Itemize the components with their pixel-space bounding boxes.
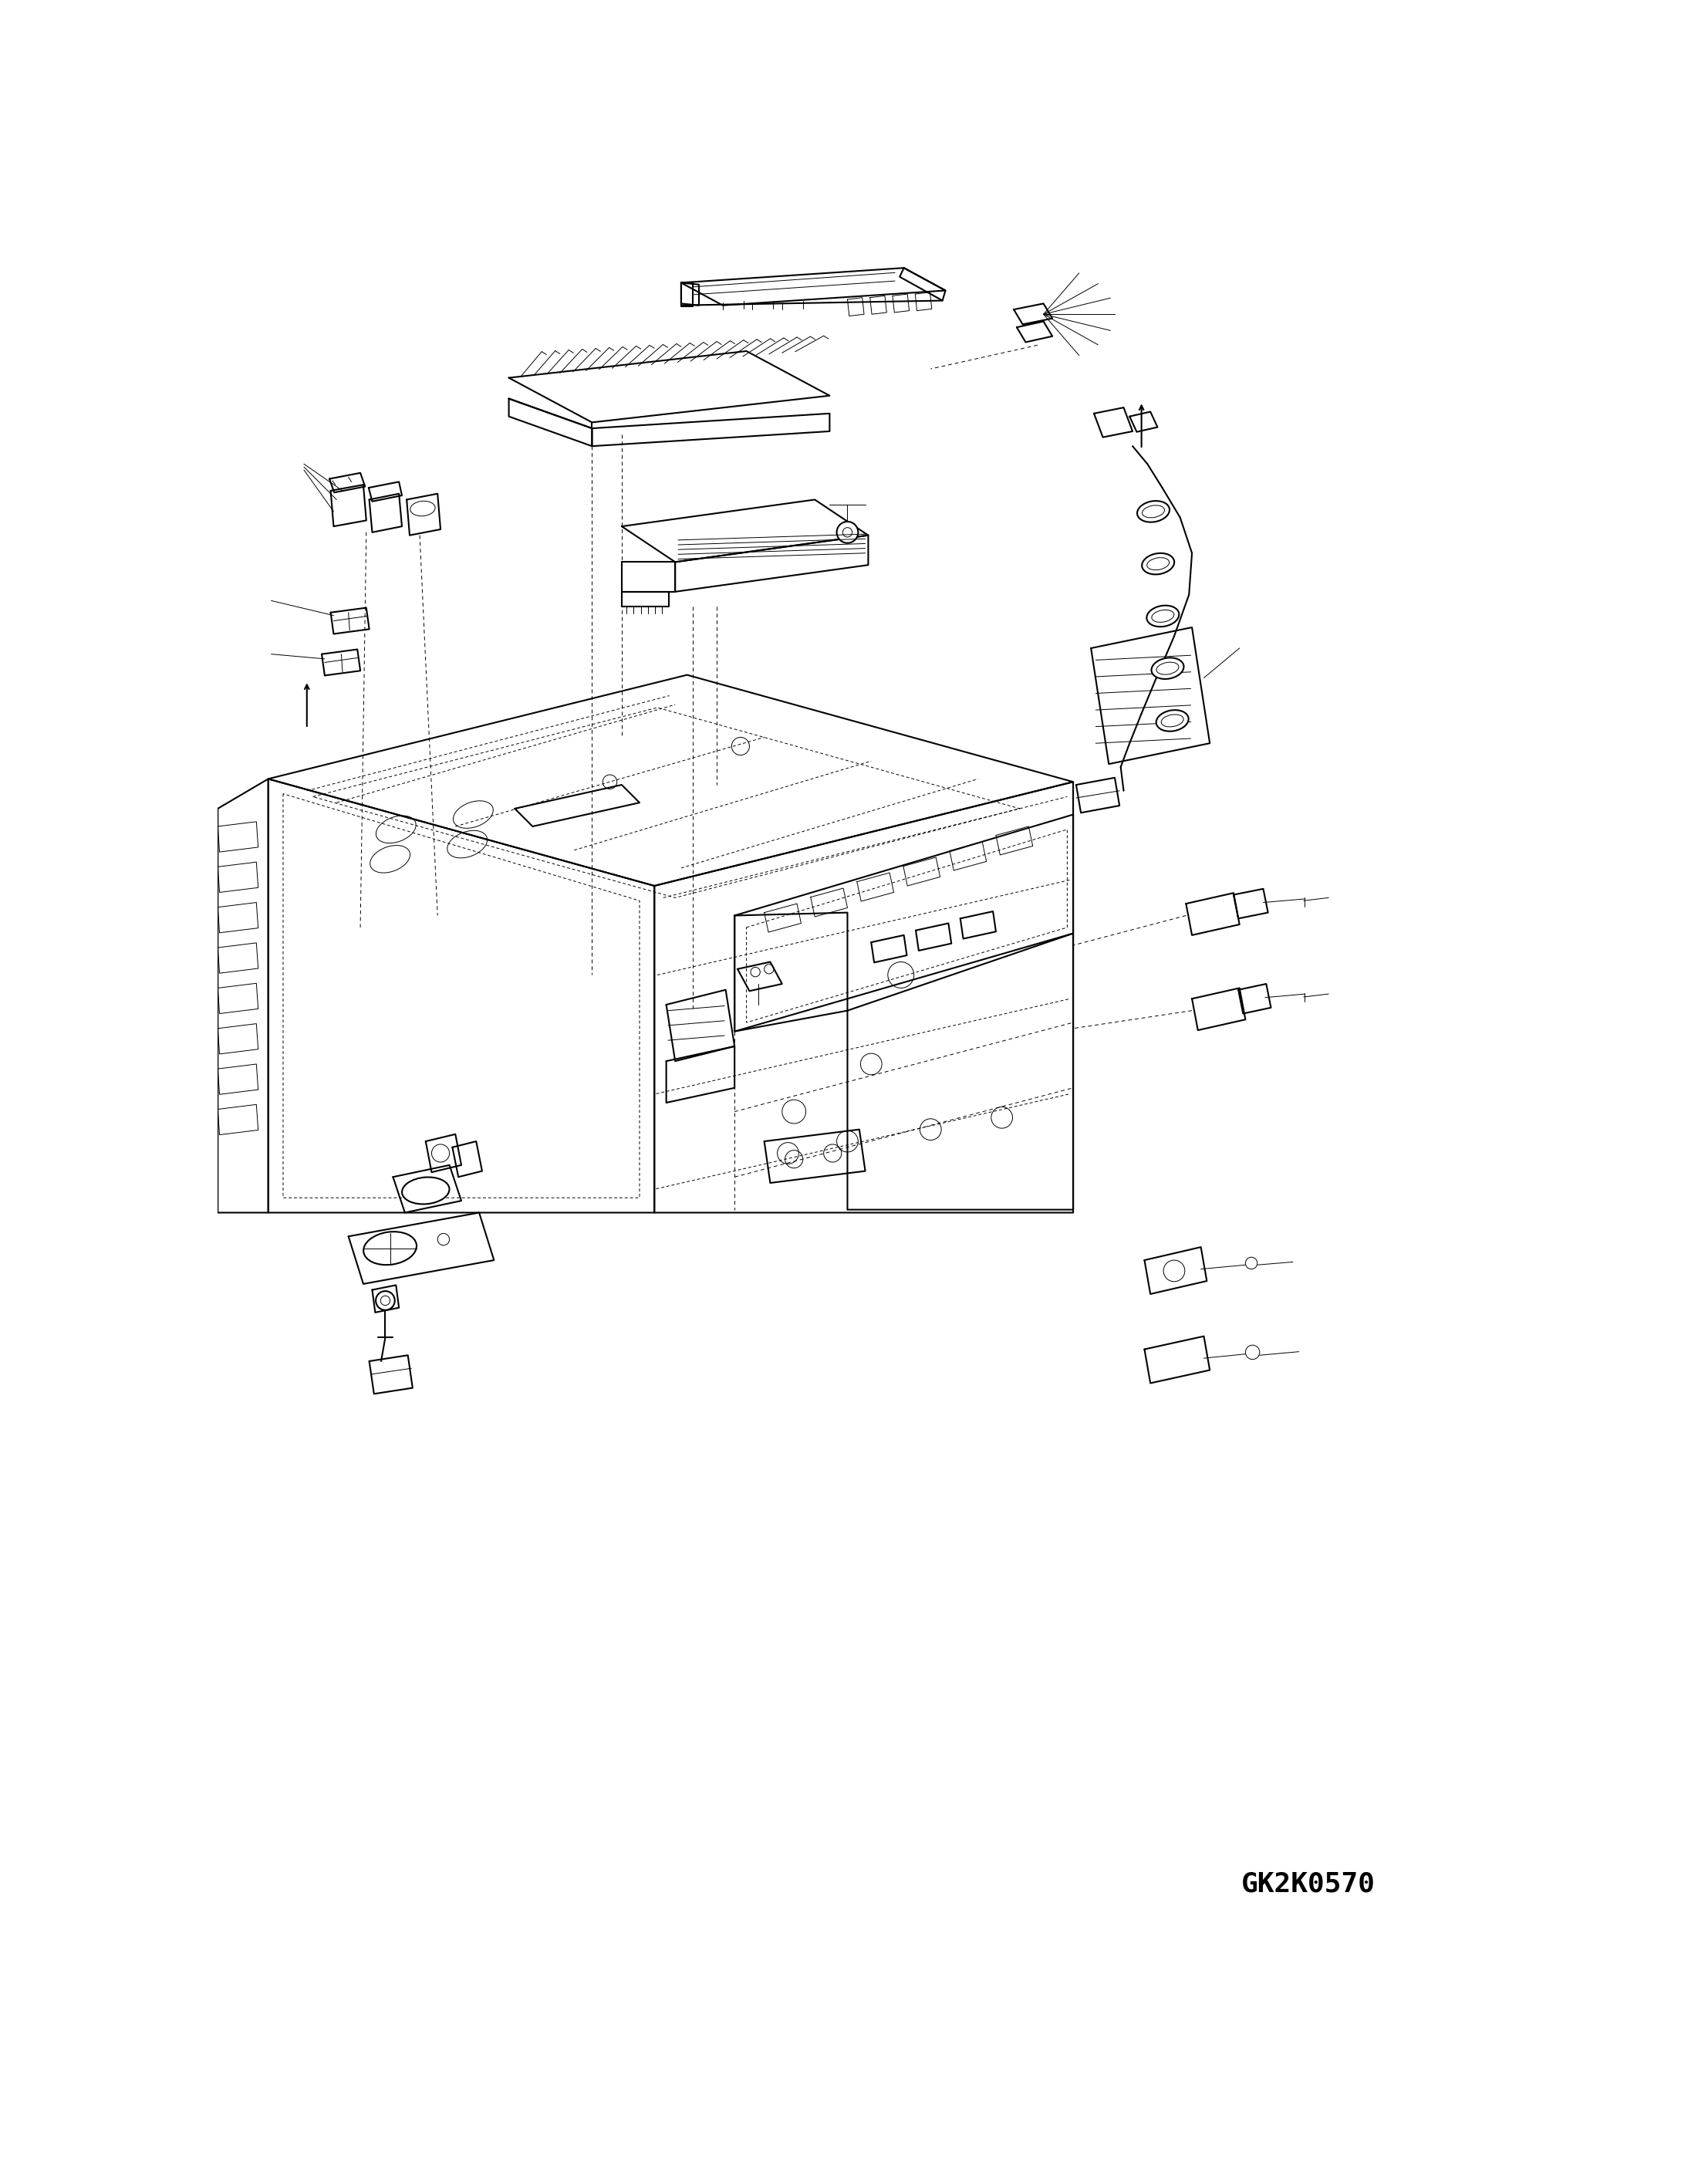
Polygon shape [666, 989, 734, 1061]
Ellipse shape [1156, 709, 1189, 731]
Polygon shape [996, 827, 1033, 856]
Polygon shape [622, 592, 670, 607]
Polygon shape [393, 1166, 461, 1212]
Polygon shape [915, 293, 933, 310]
Polygon shape [1238, 985, 1271, 1013]
Polygon shape [847, 297, 864, 317]
Ellipse shape [1143, 552, 1175, 574]
Polygon shape [331, 485, 366, 526]
Polygon shape [950, 843, 987, 871]
Polygon shape [763, 1129, 866, 1183]
Polygon shape [675, 535, 868, 592]
Polygon shape [1093, 408, 1132, 437]
Polygon shape [622, 500, 868, 561]
Polygon shape [509, 351, 830, 421]
Polygon shape [904, 858, 939, 886]
Polygon shape [407, 493, 441, 535]
Polygon shape [915, 923, 951, 950]
Polygon shape [219, 862, 258, 893]
Polygon shape [960, 910, 996, 939]
Polygon shape [847, 934, 1073, 1209]
Polygon shape [219, 943, 258, 974]
Ellipse shape [364, 1231, 417, 1264]
Ellipse shape [1151, 657, 1184, 679]
Polygon shape [1144, 1336, 1209, 1384]
Polygon shape [219, 821, 258, 851]
Polygon shape [738, 963, 782, 991]
Polygon shape [763, 904, 801, 932]
Polygon shape [654, 782, 1073, 1212]
Polygon shape [369, 482, 401, 502]
Ellipse shape [401, 1177, 449, 1205]
Polygon shape [893, 295, 909, 312]
Polygon shape [1192, 989, 1245, 1030]
Polygon shape [219, 1063, 258, 1094]
Polygon shape [219, 1105, 258, 1135]
Polygon shape [219, 982, 258, 1013]
Polygon shape [331, 607, 369, 633]
Polygon shape [622, 561, 675, 592]
Polygon shape [1016, 321, 1052, 343]
Polygon shape [509, 399, 593, 445]
Polygon shape [857, 873, 893, 902]
Polygon shape [1129, 413, 1158, 432]
Polygon shape [734, 912, 847, 1030]
Ellipse shape [1138, 500, 1170, 522]
Polygon shape [219, 779, 268, 1212]
Polygon shape [1185, 893, 1240, 934]
Polygon shape [321, 648, 360, 675]
Polygon shape [811, 888, 847, 917]
Polygon shape [453, 1142, 482, 1177]
Polygon shape [1144, 1246, 1208, 1295]
Polygon shape [369, 1356, 413, 1395]
Ellipse shape [1146, 605, 1179, 627]
Polygon shape [869, 297, 886, 314]
Polygon shape [330, 474, 366, 493]
Polygon shape [219, 1024, 258, 1054]
Polygon shape [219, 902, 258, 932]
Polygon shape [734, 814, 1073, 1030]
Polygon shape [268, 675, 1073, 886]
Circle shape [837, 522, 857, 544]
Polygon shape [666, 1046, 734, 1102]
Polygon shape [348, 1212, 494, 1284]
Polygon shape [681, 284, 699, 306]
Polygon shape [593, 413, 830, 445]
Polygon shape [372, 1286, 400, 1312]
Polygon shape [900, 269, 946, 301]
Text: GK2K0570: GK2K0570 [1242, 1871, 1375, 1897]
Polygon shape [1091, 627, 1209, 764]
Polygon shape [871, 934, 907, 963]
Polygon shape [1233, 888, 1267, 919]
Polygon shape [425, 1135, 461, 1172]
Circle shape [376, 1290, 395, 1310]
Polygon shape [268, 779, 654, 1212]
Polygon shape [1076, 777, 1119, 812]
Polygon shape [369, 493, 401, 533]
Polygon shape [1015, 303, 1052, 325]
Polygon shape [681, 269, 946, 306]
